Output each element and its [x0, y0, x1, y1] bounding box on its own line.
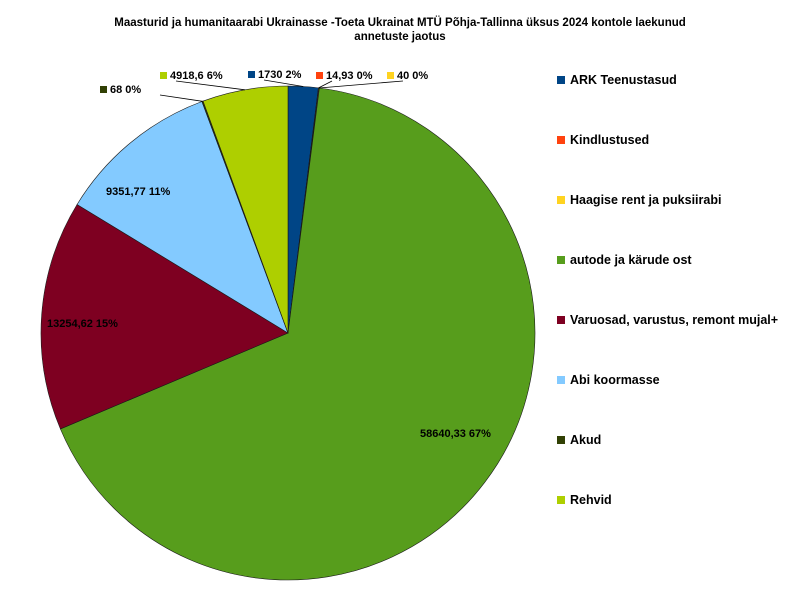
label-swatch-akud	[100, 86, 107, 93]
legend-entry-ark-teenustasud: ARK Teenustasud	[570, 73, 677, 87]
leader-line-rehvid	[175, 80, 245, 91]
legend-swatch-ark-teenustasud	[557, 76, 565, 84]
legend-entry-autode-ja-karude-ost: autode ja kärude ost	[570, 253, 692, 267]
legend-entry-rehvid: Rehvid	[570, 493, 612, 507]
label-swatch-rehvid	[160, 72, 167, 79]
legend-swatch-autode-ja-karude-ost	[557, 256, 565, 264]
chart-title-line-1: Maasturid ja humanitaarabi Ukrainasse -T…	[114, 16, 686, 29]
label-leader-lines	[159, 79, 404, 102]
label-swatch-kindlustused	[316, 72, 323, 79]
legend-entry-akud: Akud	[570, 433, 601, 447]
leader-line-akud	[159, 94, 203, 102]
data-label-kindlustused: 14,93 0%	[326, 70, 373, 82]
pie-slice-autode-ja-karude-ost	[60, 87, 536, 581]
data-label-abi-koormasse: 9351,77 11%	[106, 186, 170, 198]
leader-line-ark-teenustasud	[263, 79, 304, 87]
legend: ARK Teenustasud Kindlustused Haagise rent …	[557, 73, 778, 507]
legend-entry-varuosad-varustus-remont-mujal: Varuosad, varustus, remont mujal+	[570, 313, 778, 327]
data-label-varuosad-varustus-remont-mujal: 13254,62 15%	[47, 318, 118, 330]
label-swatch-haagise-rent-ja-puksiirabi	[387, 72, 394, 79]
legend-swatch-akud	[557, 436, 565, 444]
legend-swatch-abi-koormasse	[557, 376, 565, 384]
leader-line-haagise-rent-ja-puksiirabi	[318, 80, 404, 89]
data-label-ark-teenustasud: 1730 2%	[258, 69, 302, 81]
legend-swatch-kindlustused	[557, 136, 565, 144]
leader-line-kindlustused	[318, 80, 333, 89]
pie-slice-varuosad-varustus-remont-mujal	[40, 204, 289, 430]
legend-entry-abi-koormasse: Abi koormasse	[570, 373, 660, 387]
legend-swatch-haagise-rent-ja-puksiirabi	[557, 196, 565, 204]
data-labels: 1730 2% 14,93 0% 40 0% 58640,33 67% 13254,62…	[47, 69, 491, 440]
label-swatch-ark-teenustasud	[248, 71, 255, 78]
pie-slice-abi-koormasse	[76, 101, 289, 334]
legend-entry-haagise-rent-ja-puksiirabi: Haagise rent ja puksiirabi	[570, 193, 721, 207]
legend-entry-kindlustused: Kindlustused	[570, 133, 649, 147]
data-label-akud: 68 0%	[110, 84, 141, 96]
data-label-haagise-rent-ja-puksiirabi: 40 0%	[397, 70, 428, 82]
legend-swatch-rehvid	[557, 496, 565, 504]
legend-swatch-varuosad-varustus-remont-mujal	[557, 316, 565, 324]
chart-title-line-2: annetuste jaotus	[354, 31, 445, 43]
data-label-autode-ja-karude-ost: 58640,33 67%	[420, 428, 491, 440]
data-label-rehvid: 4918,6 6%	[170, 70, 223, 82]
pie-slices	[40, 85, 536, 581]
